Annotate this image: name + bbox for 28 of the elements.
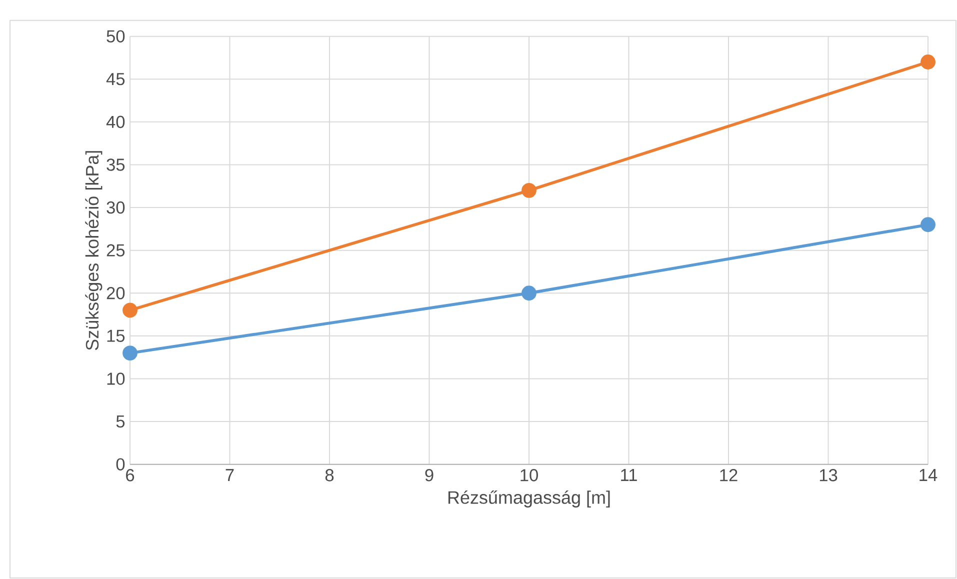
point bbox=[122, 346, 138, 361]
y-tick-label: 20 bbox=[106, 286, 125, 300]
x-tick-label: 7 bbox=[226, 469, 234, 481]
point bbox=[522, 286, 536, 301]
y-tick-label: 40 bbox=[106, 116, 125, 128]
x-tick-label: 8 bbox=[325, 469, 334, 482]
x-tick-label: 12 bbox=[720, 469, 738, 482]
x-tick-label: 9 bbox=[425, 469, 434, 482]
point bbox=[122, 302, 138, 318]
x-tick-label: 13 bbox=[820, 469, 838, 482]
x-tick-label: 14 bbox=[920, 469, 938, 481]
y-axis-title: Szükséges kohézió [kPa] bbox=[85, 151, 102, 350]
x-tick-label: 6 bbox=[126, 469, 134, 482]
point bbox=[522, 182, 536, 198]
y-tick-label: 15 bbox=[107, 330, 125, 342]
y-tick-label: 10 bbox=[107, 372, 125, 385]
y-tick-label: 35 bbox=[106, 158, 125, 171]
y-tick-label: 30 bbox=[106, 201, 125, 214]
y-tick-label: 25 bbox=[106, 244, 125, 256]
x-tick-label: 11 bbox=[621, 469, 637, 481]
y-tick-label: 0 bbox=[116, 458, 125, 470]
x-tick-label: 10 bbox=[520, 469, 538, 482]
y-tick-label: 5 bbox=[116, 415, 125, 428]
y-tick-label: 50 bbox=[106, 30, 125, 42]
point bbox=[920, 54, 936, 70]
y-tick-label: 45 bbox=[106, 73, 125, 86]
x-axis-title: Rézsűmagasság [m] bbox=[448, 490, 610, 508]
point bbox=[920, 217, 936, 232]
